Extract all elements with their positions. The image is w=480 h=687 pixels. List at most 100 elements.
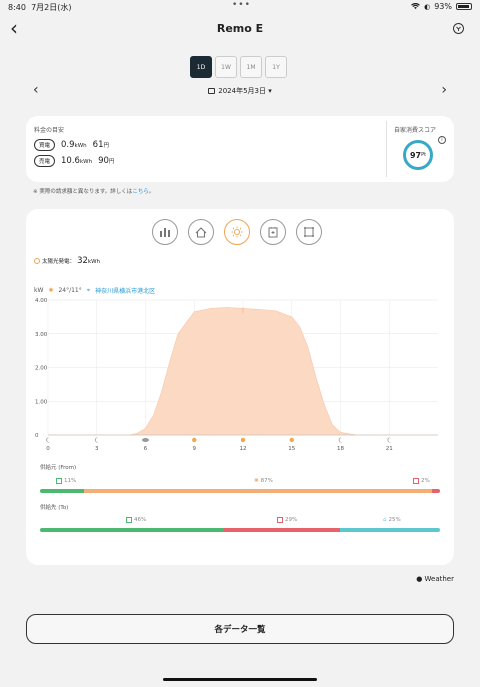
battery-icon	[456, 3, 472, 10]
location-text: 神奈川県横浜市港北区	[95, 288, 156, 295]
apple-icon: ●	[416, 575, 423, 583]
from-solar-pct: ✺ 87%	[254, 478, 273, 484]
to-grid-segment	[224, 528, 340, 532]
status-right: ◐ 93%	[411, 2, 472, 11]
weather-moon-icon	[387, 437, 391, 443]
usage-category-button[interactable]	[152, 219, 178, 245]
sun-icon	[231, 226, 243, 238]
billing-note: ※ 実際の請求額と異なります。詳しくはこちら。	[33, 189, 155, 195]
y-tick-label: 0	[35, 433, 39, 439]
chart-meta: kW ✺ 24°/11° ⌖ 神奈川県横浜市港北区	[34, 286, 156, 296]
energy-card: 太陽光発電： 32kWh kW ✺ 24°/11° ⌖ 神奈川県横浜市港北区 4…	[26, 209, 454, 565]
score-value: 97	[409, 150, 422, 160]
grid-source-icon	[413, 478, 419, 484]
divider	[386, 121, 387, 177]
solar-summary: 太陽光発電： 32kWh	[34, 256, 100, 266]
focus-icon: ◐	[424, 2, 431, 11]
weather-credit: ● Weather	[416, 575, 454, 583]
from-grid-pct: 2%	[413, 478, 430, 484]
score-ring: 97 Pt	[403, 140, 433, 170]
from-solar-segment	[84, 489, 432, 493]
temperature: 24°/11°	[58, 287, 82, 294]
data-list-button[interactable]: 各データ一覧	[26, 614, 454, 644]
y-tick-label: 4.00	[35, 298, 48, 304]
to-grid-pct: 29%	[277, 517, 297, 523]
solar-area-chart: 4.00 3.00 2.00 1.00 0 0 3 6 9 12 15 18 21	[35, 298, 438, 452]
x-tick-label: 12	[240, 446, 247, 452]
x-tick-label: 0	[46, 446, 50, 452]
solar-category-button[interactable]	[224, 219, 250, 245]
from-ratio-bar	[40, 489, 440, 493]
weather-moon-icon	[46, 437, 50, 443]
tab-1d[interactable]: 1D	[190, 56, 212, 78]
buy-badge: 買電	[34, 139, 56, 151]
solar-dot-icon	[34, 258, 40, 264]
prev-date-button[interactable]: ‹	[33, 82, 39, 98]
to-battery-segment	[40, 528, 224, 532]
status-bar: 8:40 7月2日(水) ••• ◐ 93%	[0, 0, 480, 14]
from-grid-segment	[432, 489, 440, 493]
y-tick-label: 1.00	[35, 399, 48, 405]
date-picker[interactable]: 2024年5月3日 ▾	[0, 86, 480, 96]
category-buttons	[152, 219, 322, 245]
sell-badge: 売電	[34, 155, 56, 167]
from-battery-pct: 11%	[56, 478, 76, 484]
to-ratio-bar	[40, 528, 440, 532]
unit-label: kW	[34, 287, 44, 294]
tab-1w[interactable]: 1W	[215, 56, 237, 78]
x-tick-label: 6	[144, 446, 148, 452]
x-tick-label: 15	[288, 446, 295, 452]
sell-yen: 90円	[98, 156, 115, 166]
home-indicator	[163, 678, 317, 681]
tab-1y[interactable]: 1Y	[265, 56, 287, 78]
to-home-segment	[340, 528, 440, 532]
from-battery-segment	[40, 489, 84, 493]
grid-icon	[304, 227, 314, 237]
wifi-icon	[411, 3, 420, 10]
sun-source-icon: ✺	[254, 478, 259, 484]
home-icon	[195, 226, 207, 238]
weather-sun-icon	[240, 437, 246, 443]
sell-row: 売電 10.6kWh 90円	[34, 155, 114, 167]
device-menu-icon[interactable]	[453, 23, 464, 34]
from-label: 供給元 (From)	[40, 465, 77, 471]
info-icon[interactable]: i	[438, 136, 446, 144]
grid-category-button[interactable]	[296, 219, 322, 245]
page-title: Remo E	[216, 22, 264, 35]
x-tick-label: 18	[337, 446, 344, 452]
multitask-dots[interactable]: •••	[232, 0, 251, 10]
y-tick-label: 3.00	[35, 332, 48, 338]
battery-dest-icon	[126, 517, 132, 523]
grid-dest-icon	[277, 517, 283, 523]
to-home-pct: ⌂ 25%	[383, 517, 401, 523]
location-pin-icon: ⌖	[86, 286, 91, 294]
buy-yen: 61円	[92, 140, 109, 150]
header: ‹ Remo E	[0, 14, 480, 44]
period-tabs: 1D 1W 1M 1Y	[190, 56, 287, 78]
back-button[interactable]: ‹	[10, 16, 18, 40]
next-date-button[interactable]: ›	[441, 82, 447, 98]
details-link[interactable]: こちら	[132, 189, 149, 195]
battery-percent: 93%	[434, 2, 452, 11]
weather-moon-icon	[338, 437, 342, 443]
weather-sun-icon	[192, 437, 197, 443]
weather-sun-icon	[289, 437, 294, 443]
charges-card: 料金の目安 買電 0.9kWh 61円 売電 10.6kWh 90円 自家消費ス…	[26, 116, 454, 182]
home-category-button[interactable]	[188, 219, 214, 245]
x-tick-label: 3	[95, 446, 99, 452]
battery-source-icon	[56, 478, 62, 484]
tab-1m[interactable]: 1M	[240, 56, 262, 78]
x-tick-label: 21	[386, 446, 393, 452]
y-tick-label: 2.00	[35, 366, 48, 372]
battery-icon	[268, 227, 278, 238]
to-battery-pct: 46%	[126, 517, 146, 523]
score-title: 自家消費スコア	[394, 127, 437, 134]
weather-moon-icon	[94, 437, 99, 443]
home-dest-icon: ⌂	[383, 517, 387, 523]
weather-sun-icon: ✺	[48, 287, 54, 294]
buy-kwh: 0.9kWh	[61, 140, 87, 150]
calendar-icon	[208, 88, 216, 94]
battery-category-button[interactable]	[260, 219, 286, 245]
x-tick-label: 9	[193, 446, 197, 452]
buy-row: 買電 0.9kWh 61円	[34, 139, 109, 151]
